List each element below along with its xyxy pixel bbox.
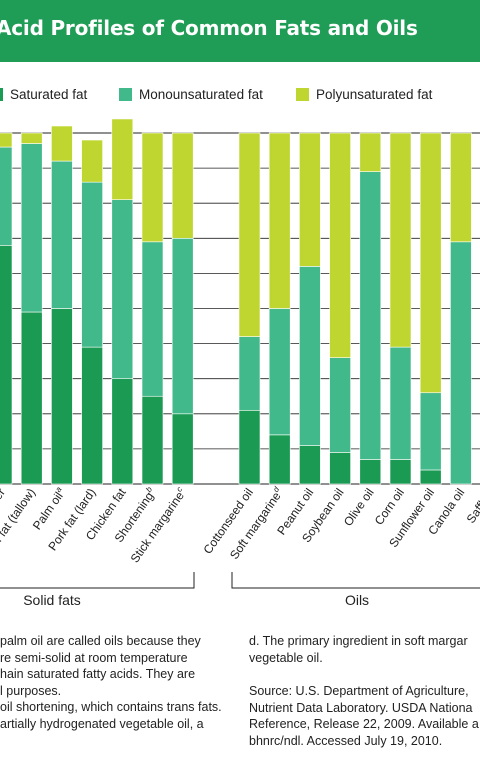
bar-segment — [299, 266, 321, 446]
bar-segment — [238, 409, 261, 485]
bar-segment — [359, 171, 382, 460]
note-line: vegetable oil. — [249, 650, 323, 665]
bar-segment — [359, 132, 382, 172]
bar-segment — [0, 132, 13, 148]
legend-label-monounsaturated: Monounsaturated fat — [139, 87, 263, 102]
note-line: bhnrc/ndl. Accessed July 19, 2010. — [249, 733, 443, 748]
legend-label-polyunsaturated: Polyunsaturated fat — [316, 87, 433, 102]
bar-segment — [238, 336, 261, 411]
solid-fats-bracket — [0, 572, 195, 589]
bar-segment — [359, 459, 382, 485]
chart-title: Acid Profiles of Common Fats and Oils — [0, 16, 418, 40]
tick-label: tter — [0, 486, 8, 508]
bar-segment — [171, 238, 194, 415]
bar-segment — [141, 132, 164, 243]
group-label-solid-fats: Solid fats — [23, 592, 81, 608]
bar-segment — [329, 357, 351, 453]
bar-segment — [419, 132, 442, 394]
source-note: Source: U.S. Department of Agriculture, … — [249, 683, 480, 749]
bar-segment — [0, 245, 13, 485]
bar-segment — [111, 378, 134, 485]
note-line: hain saturated fatty acids. They are — [0, 667, 196, 681]
bar-segment — [238, 132, 261, 337]
note-line: d. The primary ingredient in soft margar — [249, 634, 468, 648]
bar-segment — [0, 146, 13, 246]
legend-swatch-monounsaturated — [119, 88, 132, 101]
note-line: palm oil are called oils because they — [0, 634, 201, 648]
note-line: artially hydrogenated vegetable oil, a — [0, 716, 204, 731]
bar-segment — [51, 308, 73, 485]
note-line: Nutrient Data Laboratory. USDA Nationa — [249, 700, 473, 715]
legend-item-monounsaturated: Monounsaturated fat — [119, 87, 263, 102]
legend-swatch-saturated — [0, 88, 3, 101]
legend-swatch-polyunsaturated — [296, 88, 309, 101]
note-line: re semi-solid at room temperature — [0, 650, 188, 665]
legend-label-saturated: Saturated fat — [10, 87, 88, 102]
note-line: Source: U.S. Department of Agriculture, — [249, 684, 469, 698]
bar-segment — [299, 445, 321, 485]
bar-segment — [51, 125, 73, 162]
note-line: Reference, Release 22, 2009. Available a — [249, 717, 479, 731]
note-line: l purposes. — [0, 683, 62, 698]
bar-segment — [419, 469, 442, 485]
footnote-marker: a — [54, 485, 64, 494]
footnote-marker: c — [175, 485, 185, 493]
bar-segment — [141, 395, 164, 485]
bar-segment — [329, 452, 351, 485]
bar-segment — [329, 132, 351, 358]
oils-bracket — [231, 572, 480, 589]
bar-segment — [111, 118, 134, 200]
bar-segment — [268, 308, 291, 436]
legend: Saturated fat Monounsaturated fat Polyun… — [0, 87, 480, 109]
bar-segment — [268, 132, 291, 309]
bar-segment — [450, 132, 472, 243]
footnotes-left: palm oil are called oils because they re… — [0, 633, 235, 732]
bar-segment — [171, 413, 194, 485]
bar-segment — [20, 311, 43, 485]
footnote-d: d. The primary ingredient in soft margar… — [249, 633, 480, 666]
bar-segment — [141, 241, 164, 397]
tick-label: Olive oil — [341, 486, 377, 529]
bar-segment — [81, 346, 103, 485]
bar-segment — [111, 199, 134, 379]
bar-segment — [20, 143, 43, 313]
footnote-marker: d — [271, 485, 281, 494]
bar-segment — [450, 241, 472, 485]
bar-segment — [51, 160, 73, 309]
tick-label: Safflow — [464, 485, 480, 525]
bar-segment — [268, 434, 291, 485]
legend-item-saturated: Saturated fat — [0, 87, 87, 102]
footnote-marker: b — [144, 485, 154, 494]
bar-segment — [389, 346, 412, 460]
bar-segment — [389, 459, 412, 485]
bar-segment — [171, 132, 194, 239]
bar-segment — [20, 132, 43, 144]
bar-segment — [419, 392, 442, 471]
bar-segment — [299, 132, 321, 267]
legend-item-polyunsaturated: Polyunsaturated fat — [296, 87, 432, 102]
bar-segment — [81, 139, 103, 183]
title-bar: Acid Profiles of Common Fats and Oils — [0, 0, 480, 62]
note-line: oil shortening, which contains trans fat… — [0, 700, 222, 714]
bar-segment — [389, 132, 412, 348]
group-label-oils: Oils — [345, 592, 369, 608]
bar-segment — [81, 181, 103, 348]
